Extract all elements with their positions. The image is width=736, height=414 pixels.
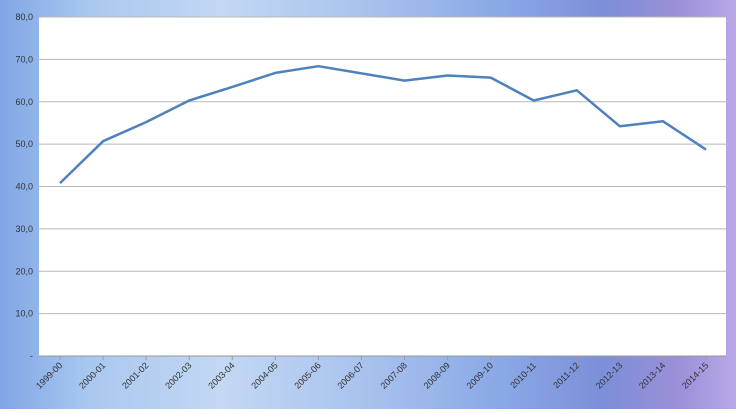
y-tick-label: 30,0	[15, 224, 33, 234]
series-line	[59, 64, 707, 184]
x-tick-label: 2013-14	[637, 360, 667, 390]
x-tick-label: 2004-05	[249, 360, 279, 390]
x-tick-label: 2010-11	[508, 360, 538, 390]
x-tick-label: 2011-12	[551, 360, 581, 390]
x-tick-label: 2012-13	[594, 360, 624, 390]
x-tick-label: 2000-01	[77, 360, 107, 390]
x-tick-label: 2001-02	[120, 360, 150, 390]
y-tick-label: 20,0	[15, 266, 33, 276]
y-tick-label: 70,0	[15, 54, 33, 64]
x-tick-label: 1999-00	[34, 360, 64, 390]
y-tick-label: 60,0	[15, 97, 33, 107]
y-tick-label: 50,0	[15, 139, 33, 149]
x-tick-label: 2002-03	[163, 360, 193, 390]
x-tick-label: 2005-06	[292, 360, 322, 390]
x-tick-label: 2006-07	[335, 360, 365, 390]
y-tick-label: 10,0	[15, 309, 33, 319]
y-tick-label: 40,0	[15, 182, 33, 192]
x-tick-label: 2009-10	[465, 360, 495, 390]
x-tick-label: 2003-04	[206, 360, 236, 390]
x-tick-label: 2014-15	[680, 360, 710, 390]
gridlines	[39, 16, 726, 357]
y-axis-ticks: - 10,0 20,0 30,0 40,0 50,0 60,0 70,0 80,0	[15, 12, 33, 361]
x-tick-label: 2008-09	[422, 360, 452, 390]
x-axis-ticks: 1999-00 2000-01 2001-02 2002-03 2003-04 2004-…	[34, 356, 710, 391]
x-tick-label: 2007-08	[379, 360, 409, 390]
y-tick-label: 80,0	[15, 12, 33, 22]
y-tick-label: -	[30, 351, 33, 361]
